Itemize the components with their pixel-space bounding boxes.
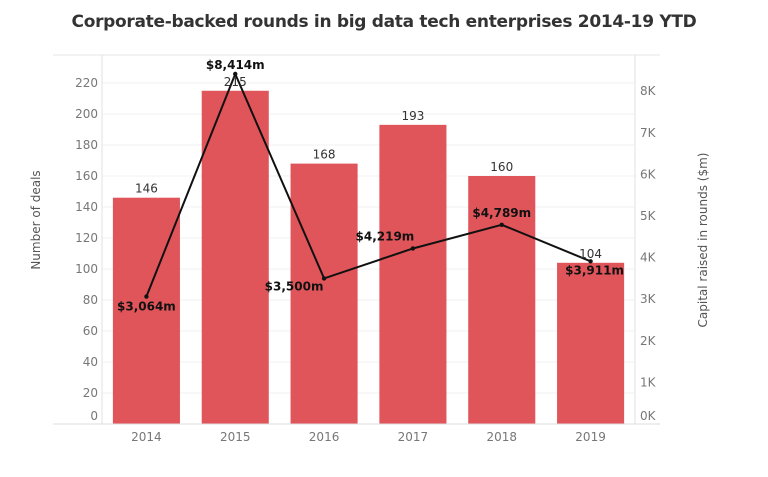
y-tick-label: 200: [75, 107, 98, 121]
bar-2016: [290, 163, 358, 424]
y2-tick-label: 5K: [640, 209, 657, 223]
x-tick-label: 2016: [309, 430, 340, 444]
x-tick-label: 2014: [131, 430, 162, 444]
y-axis-title: Number of deals: [29, 170, 43, 269]
capital-line: [144, 71, 593, 299]
bar-2017: [379, 124, 447, 424]
capital-value-label: $4,789m: [472, 206, 531, 220]
capital-point: [144, 294, 149, 299]
chart-title: Corporate-backed rounds in big data tech…: [71, 12, 697, 32]
y-tick-label: 40: [83, 355, 98, 369]
y2-tick-label: 7K: [640, 126, 657, 140]
data-labels: 146 215 168 193 160 104 $3,064m $8,414m $3,500m $…: [117, 58, 624, 314]
y2-tick-label: 1K: [640, 375, 657, 389]
bar-2019: [557, 262, 625, 424]
x-tick-label: 2018: [486, 430, 517, 444]
bar-2015: [201, 90, 269, 424]
bar-value-label: 215: [224, 75, 247, 89]
capital-value-label: $8,414m: [206, 58, 265, 72]
y-tick-label: 220: [75, 76, 98, 90]
y-tick-label: 20: [83, 386, 98, 400]
bar-2018: [468, 176, 536, 424]
y-tick-label: 160: [75, 169, 98, 183]
bar-value-label: 193: [401, 109, 424, 123]
capital-point: [321, 276, 327, 281]
x-tick-label: 2019: [575, 430, 606, 444]
y2-tick-label: 2K: [640, 334, 657, 348]
y2-tick-label: 0K: [640, 409, 657, 423]
y-tick-label: 140: [75, 200, 98, 214]
y2-axis-title: Capital raised in rounds ($m): [696, 153, 710, 328]
capital-point: [410, 246, 416, 251]
capital-value-label: $4,219m: [356, 229, 415, 243]
y-tick-label: 80: [83, 293, 98, 307]
capital-point: [588, 259, 593, 264]
gridlines: [53, 54, 660, 394]
bar-value-label: 160: [490, 160, 513, 174]
y-tick-label: 100: [75, 262, 98, 276]
bars: [112, 90, 625, 424]
capital-point: [233, 71, 238, 77]
bar-2014: [112, 197, 180, 424]
y2-tick-label: 8K: [640, 84, 657, 98]
capital-value-label: $3,064m: [117, 300, 176, 314]
y-tick-label: 180: [75, 138, 98, 152]
y2-tick-label: 3K: [640, 292, 657, 306]
y-tick-label: 0: [90, 409, 98, 423]
capital-value-label: $3,500m: [265, 279, 324, 293]
bar-value-label: 104: [579, 247, 602, 261]
y-tick-label: 60: [83, 324, 98, 338]
capital-point: [499, 222, 504, 227]
y2-tick-label: 4K: [640, 251, 657, 265]
y2-tick-label: 6K: [640, 167, 657, 181]
bar-value-label: 168: [313, 148, 336, 162]
capital-line-path: [145, 71, 591, 297]
bar-value-label: 146: [135, 182, 158, 196]
capital-value-label: $3,911m: [565, 263, 624, 277]
axes: 0 20 40 60 80 100 120 140 160 180 200 220 0K 1K 2K 3K 4K…: [53, 55, 660, 444]
y-tick-label: 120: [75, 231, 98, 245]
x-tick-label: 2015: [220, 430, 251, 444]
x-tick-label: 2017: [398, 430, 429, 444]
